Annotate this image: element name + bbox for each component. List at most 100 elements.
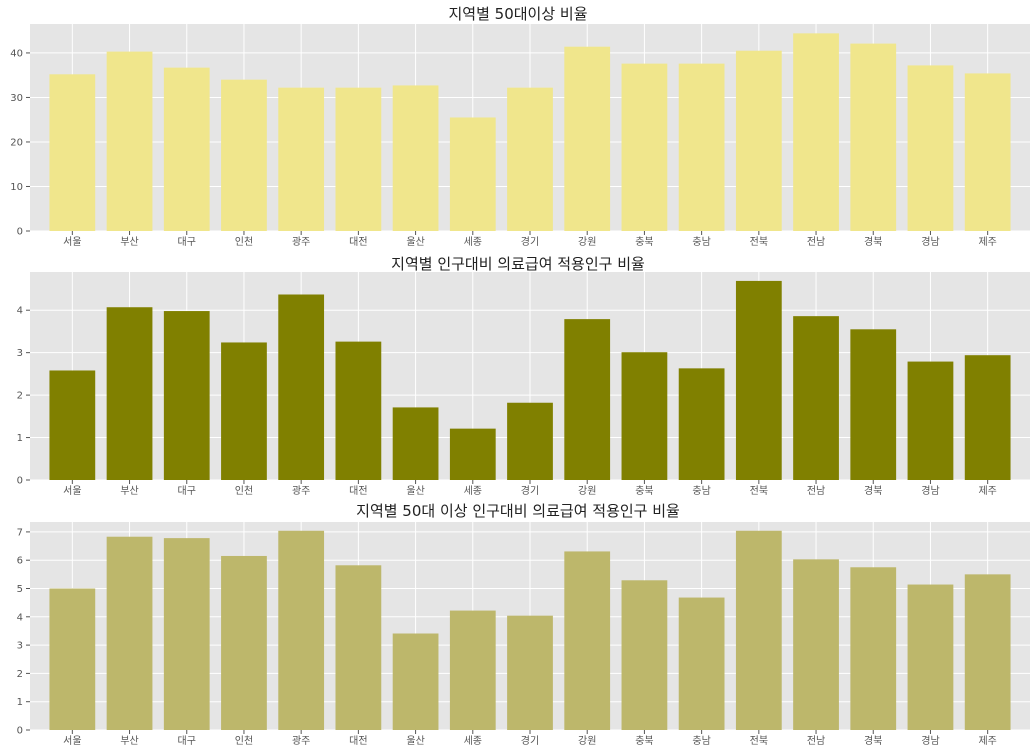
y-tick-label: 20	[10, 137, 23, 148]
x-tick-label: 경남	[921, 484, 939, 497]
chart-title-2: 지역별 인구대비 의료급여 적용인구 비율	[391, 255, 645, 273]
x-tick-label: 세종	[464, 236, 482, 248]
bar-세종	[449, 428, 496, 480]
bar-제주	[964, 73, 1011, 231]
bar-충남	[678, 63, 725, 231]
x-tick-label: 전북	[750, 485, 768, 497]
bar-충북	[621, 580, 668, 730]
x-tick-label: 부산	[120, 485, 138, 497]
bar-대전	[335, 87, 382, 231]
bar-대구	[163, 311, 210, 480]
bar-강원	[564, 551, 611, 730]
bar-경북	[850, 43, 897, 231]
bar-대전	[335, 565, 382, 730]
x-tick-label: 전남	[807, 236, 825, 248]
y-tick-label: 10	[10, 182, 23, 193]
x-tick-label: 전남	[807, 735, 825, 747]
x-tick-label: 울산	[406, 735, 424, 747]
bar-경남	[907, 65, 954, 232]
x-tick-label: 인천	[235, 735, 253, 747]
bar-대구	[163, 67, 210, 231]
y-tick-label: 2	[17, 391, 23, 402]
x-tick-label: 충남	[692, 485, 710, 497]
x-tick-label: 서울	[63, 735, 81, 747]
chart-panel-1: 지역별 50대이상 비율 0 10 20 30 40 서울 부산 대구 인천 광주 대전 울산 세종 경기…	[0, 0, 1036, 250]
bar-강원	[564, 46, 611, 232]
bar-울산	[392, 407, 439, 480]
bar-강원	[564, 319, 611, 480]
x-tick-label: 전북	[750, 236, 768, 248]
chart-panel-3: 지역별 50대 이상 인구대비 의료급여 적용인구 비율 0 1 2 3 4 5 6 7 서울 부…	[0, 500, 1036, 754]
x-tick-label: 강원	[578, 236, 596, 248]
bar-경남	[907, 584, 954, 730]
x-tick-label: 경북	[864, 734, 882, 747]
y-tick-label: 6	[17, 556, 23, 567]
y-tick-label: 5	[17, 584, 23, 595]
x-tick-label: 충남	[692, 735, 710, 747]
x-tick-label: 전북	[750, 735, 768, 747]
bar-부산	[106, 536, 153, 730]
bar-세종	[449, 117, 496, 231]
bar-서울	[49, 588, 96, 730]
y-tick-label: 1	[17, 697, 23, 708]
x-tick-label: 광주	[292, 735, 310, 747]
x-tick-label: 제주	[978, 485, 996, 497]
x-tick-label: 울산	[406, 485, 424, 497]
bar-경북	[850, 329, 897, 480]
bar-경기	[507, 402, 553, 480]
x-tick-label: 강원	[578, 485, 596, 497]
bar-chart-2: 0 1 2 3 4 서울 부산 대구 인천 광주 대전 울산 세종 경기 강원 충북 충남 전북 전남 경북 경남 제주	[17, 272, 1030, 497]
y-tick-label: 0	[17, 726, 23, 737]
y-tick-label: 7	[17, 527, 23, 538]
bar-제주	[964, 574, 1011, 730]
bar-전남	[793, 316, 839, 480]
y-tick-label: 40	[10, 48, 23, 59]
bar-전북	[735, 50, 782, 231]
x-tick-label: 울산	[406, 236, 424, 248]
bar-경북	[850, 567, 897, 730]
x-tick-label: 충남	[692, 236, 710, 248]
x-tick-label: 충북	[635, 735, 653, 747]
bar-대구	[163, 538, 210, 730]
bar-울산	[392, 633, 439, 730]
chart-title-3: 지역별 50대 이상 인구대비 의료급여 적용인구 비율	[356, 502, 680, 520]
bar-인천	[221, 342, 267, 480]
x-tick-label: 광주	[292, 236, 310, 248]
x-tick-label: 대전	[349, 485, 367, 497]
x-tick-label: 대구	[178, 485, 196, 497]
y-tick-label: 2	[17, 669, 23, 680]
bar-전북	[735, 280, 782, 480]
x-tick-label: 제주	[978, 735, 996, 747]
bar-충남	[678, 597, 725, 730]
bar-경남	[907, 361, 954, 480]
y-tick-label: 0	[17, 476, 23, 487]
x-tick-label: 대구	[178, 236, 196, 248]
x-tick-label: 대전	[349, 236, 367, 248]
bar-전남	[793, 559, 839, 730]
x-tick-label: 경북	[864, 484, 882, 497]
bar-인천	[221, 555, 267, 730]
x-tick-label: 경남	[921, 235, 939, 248]
x-tick-label: 서울	[63, 236, 81, 248]
y-tick-label: 4	[17, 612, 23, 623]
x-tick-label: 강원	[578, 735, 596, 747]
bar-제주	[964, 355, 1011, 480]
bar-충남	[678, 368, 725, 480]
x-tick-label: 서울	[63, 485, 81, 497]
y-tick-label: 0	[17, 227, 23, 238]
x-tick-label: 세종	[464, 485, 482, 497]
bar-세종	[449, 610, 496, 730]
x-tick-label: 광주	[292, 485, 310, 497]
bar-서울	[49, 370, 96, 480]
bar-전북	[735, 530, 782, 730]
x-tick-label: 인천	[235, 485, 253, 497]
bar-chart-1: 0 10 20 30 40 서울 부산 대구 인천 광주 대전 울산 세종 경기 강원 충북 충남 전북 전남 경북 경…	[10, 24, 1030, 248]
x-tick-label: 전남	[807, 485, 825, 497]
bar-광주	[278, 530, 325, 730]
x-tick-label: 충북	[635, 236, 653, 248]
bar-부산	[106, 307, 153, 480]
x-tick-label: 대전	[349, 735, 367, 747]
x-tick-label: 경기	[521, 235, 539, 248]
bar-광주	[278, 294, 325, 480]
x-tick-label: 경남	[921, 734, 939, 747]
